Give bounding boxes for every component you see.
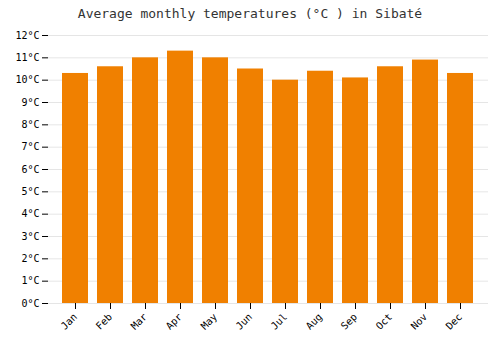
svg-text:Oct: Oct	[374, 311, 395, 332]
svg-text:8°C: 8°C	[21, 119, 39, 130]
svg-text:3°C: 3°C	[21, 231, 39, 242]
svg-text:May: May	[199, 311, 220, 332]
svg-text:9°C: 9°C	[21, 97, 39, 108]
svg-text:5°C: 5°C	[21, 186, 39, 197]
svg-text:Dec: Dec	[444, 311, 465, 332]
svg-text:Jul: Jul	[269, 311, 290, 332]
svg-text:Feb: Feb	[94, 311, 115, 332]
svg-text:Jun: Jun	[234, 311, 255, 332]
svg-text:4°C: 4°C	[21, 208, 39, 219]
svg-text:11°C: 11°C	[15, 52, 39, 63]
html-text:Average monthly temperatures (: Average monthly temperatures (°C ) in Si…	[77, 6, 423, 21]
svg-text:12°C: 12°C	[15, 30, 39, 41]
svg-text:2°C: 2°C	[21, 253, 39, 264]
svg-text:10°C: 10°C	[15, 74, 39, 85]
svg-text:1°C: 1°C	[21, 275, 39, 286]
svg-text:Aug: Aug	[304, 311, 325, 332]
svg-text:Mar: Mar	[129, 311, 150, 332]
svg-text:Sep: Sep	[339, 311, 360, 332]
svg-text:Apr: Apr	[164, 311, 185, 332]
svg-text:Nov: Nov	[409, 311, 430, 332]
svg-text:Jan: Jan	[59, 311, 80, 332]
svg-text:0°C: 0°C	[21, 298, 39, 309]
svg-text:7°C: 7°C	[21, 141, 39, 152]
svg-text:6°C: 6°C	[21, 164, 39, 175]
